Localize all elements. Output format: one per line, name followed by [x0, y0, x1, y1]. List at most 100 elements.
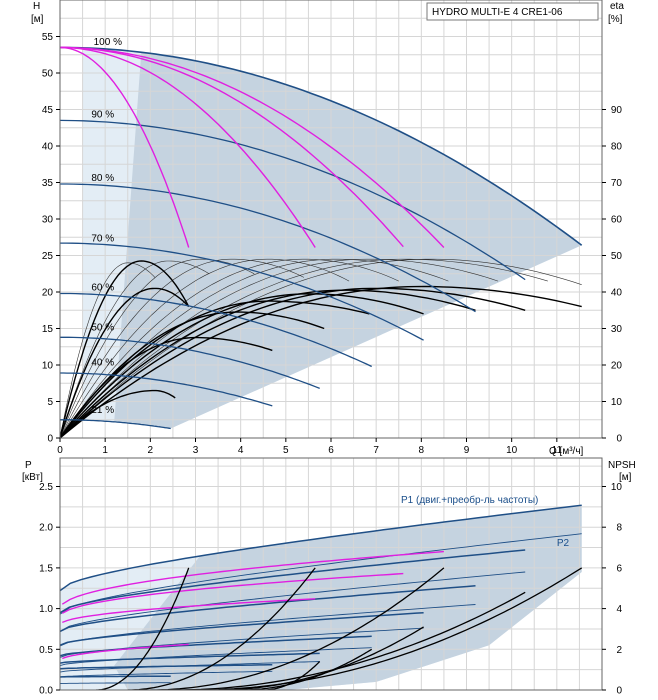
efficiency-curve-thin	[60, 258, 582, 438]
efficiency-curve-thin	[60, 258, 305, 438]
head-tick-label: 25	[42, 251, 54, 262]
speed-label: 21 %	[91, 405, 114, 416]
npsh-tick-label: 2	[616, 645, 622, 656]
system-power-curve	[61, 572, 404, 614]
p2-curve	[60, 533, 582, 615]
efficiency-tick-label: 40	[611, 288, 623, 299]
flow-tick-label: 2	[148, 445, 154, 456]
head-tick-label: 10	[42, 361, 54, 372]
speed-label: 100 %	[94, 37, 122, 48]
system-curve	[60, 46, 445, 248]
flow-tick-label: 1	[102, 445, 108, 456]
efficiency-tick-label: 70	[611, 178, 623, 189]
p1-curve	[60, 652, 320, 664]
npsh-axis-label: NPSH	[608, 460, 636, 471]
flow-tick-label: 4	[238, 445, 244, 456]
speed-label: 70 %	[91, 234, 114, 245]
head-curve-80	[60, 183, 476, 313]
head-curve-50	[60, 336, 320, 390]
npsh-axis-unit: [м]	[619, 472, 632, 483]
npsh-tick-label: 6	[616, 563, 622, 574]
flow-tick-label: 5	[283, 445, 289, 456]
p1-curve	[60, 675, 171, 678]
head-grid	[59, 0, 603, 439]
speed-label: 90 %	[91, 109, 114, 120]
head-curve-21	[60, 419, 171, 430]
efficiency-curve-thin	[60, 258, 548, 438]
power-series-label: P1 (двиг.+преобр-ль частоты)	[401, 494, 538, 506]
efficiency-tick-label: 20	[611, 361, 623, 372]
head-axis-unit: [м]	[31, 14, 44, 25]
flow-tick-label: 9	[464, 445, 470, 456]
npsh-curve	[240, 648, 373, 690]
efficiency-tick-label: 0	[616, 434, 622, 445]
speed-label: 50 %	[91, 323, 114, 334]
power-operating-envelope	[60, 505, 582, 690]
head-tick-label: 15	[42, 324, 54, 335]
system-power-curve	[62, 598, 316, 624]
system-power-curve	[62, 643, 189, 660]
p1-curve	[60, 664, 273, 670]
head-tick-label: 55	[42, 32, 54, 43]
chart-title: HYDRO MULTI-E 4 CRE1-06	[432, 7, 563, 18]
power-tick-label: 0.0	[39, 686, 53, 697]
power-axes: 0.0 0.5 1.0 1.5 2.0 2.5 0 2 4 6 8 10	[39, 457, 623, 697]
head-tick-label: 40	[42, 142, 54, 153]
power-tick-label: 0.5	[39, 645, 53, 656]
npsh-tick-label: 8	[616, 523, 622, 534]
head-tick-label: 5	[47, 397, 53, 408]
p2-curve	[60, 682, 171, 684]
head-tick-label: 30	[42, 215, 54, 226]
efficiency-curve-thin	[60, 258, 350, 438]
npsh-curve	[195, 567, 583, 690]
npsh-tick-label: 10	[611, 482, 623, 493]
head-tick-label: 35	[42, 178, 54, 189]
npsh-curve	[172, 591, 526, 690]
efficiency-curve	[60, 287, 190, 438]
efficiency-curve-thin	[60, 258, 449, 438]
efficiency-curve-thin	[60, 262, 156, 438]
power-series-labels: P1 (двиг.+преобр-ль частоты) P2	[401, 494, 569, 549]
head-curves-layer	[60, 46, 583, 438]
p2-curve	[60, 670, 273, 678]
system-curve	[60, 46, 404, 248]
flow-tick-label: 8	[419, 445, 425, 456]
p1-curve	[60, 611, 424, 646]
npsh-curve	[150, 567, 445, 690]
efficiency-tick-label: 90	[611, 105, 623, 116]
flow-tick-label: 0	[57, 445, 63, 456]
p1-curve	[60, 504, 582, 592]
npsh-tick-label: 4	[616, 604, 622, 615]
head-axes: 0510152025303540455055010203040506070809…	[42, 0, 623, 456]
power-tick-label: 2.0	[39, 523, 53, 534]
efficiency-tick-label: 10	[611, 397, 623, 408]
flow-tick-label: 11	[552, 445, 563, 456]
npsh-curve	[263, 661, 321, 690]
chart-title-box	[426, 2, 599, 21]
efficiency-curve	[60, 289, 476, 438]
p1-curve	[60, 585, 476, 633]
speed-label: 80 %	[91, 173, 114, 184]
speed-label: 60 %	[91, 282, 114, 293]
efficiency-tick-label: 30	[611, 324, 623, 335]
efficiency-tick-label: 80	[611, 142, 623, 153]
efficiency-curve	[60, 300, 370, 438]
power-axis-label: P	[25, 460, 32, 471]
npsh-curve	[96, 567, 190, 690]
head-curve-70	[60, 242, 424, 341]
efficiency-curve-thin	[60, 258, 499, 438]
npsh-curve	[127, 567, 316, 690]
efficiency-axis-unit: [%]	[608, 14, 623, 25]
head-tick-label: 50	[42, 69, 54, 80]
flow-tick-label: 7	[373, 445, 379, 456]
efficiency-tick-label: 60	[611, 215, 623, 226]
power-curves-layer	[60, 504, 583, 690]
efficiency-curve	[60, 285, 582, 438]
p2-curve	[60, 604, 476, 647]
speed-label: 40 %	[91, 358, 114, 369]
efficiency-curve-thin	[60, 258, 255, 438]
power-axis-unit: [кВт]	[22, 472, 43, 483]
flow-tick-label: 6	[328, 445, 334, 456]
